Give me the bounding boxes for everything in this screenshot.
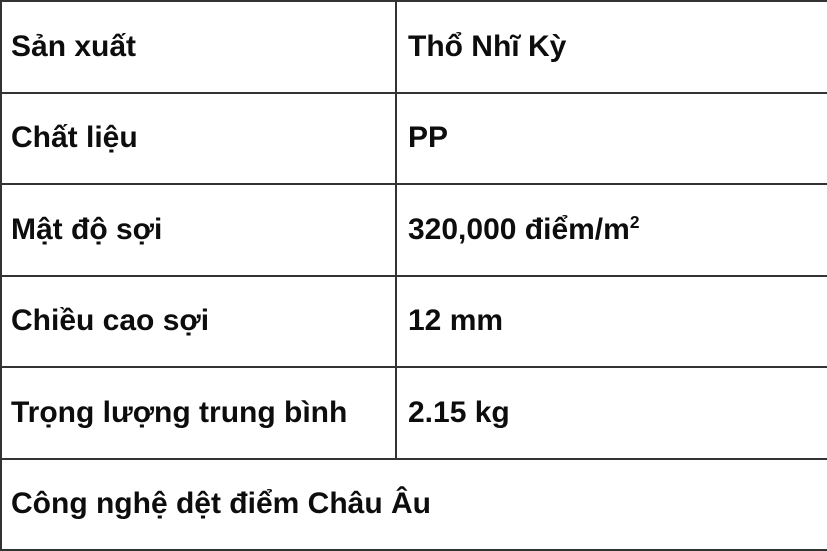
spec-value-cell: 320,000 điểm/m2 <box>395 183 827 277</box>
spec-value: Thổ Nhĩ Kỳ <box>408 29 567 63</box>
spec-label: Chất liệu <box>11 121 138 155</box>
spec-label: Sản xuất <box>11 29 137 63</box>
spec-label: Mật độ sợi <box>11 212 163 246</box>
spec-label-cell: Chất liệu <box>0 91 397 185</box>
table-row: Chiều cao sợi 12 mm <box>0 274 827 368</box>
spec-value-superscript: 2 <box>629 211 640 232</box>
table-row: Công nghệ dệt điểm Châu Âu <box>0 457 827 551</box>
spec-label: Chiều cao sợi <box>11 304 210 338</box>
spec-value: 320,000 điểm/m <box>408 212 630 246</box>
spec-value-cell: PP <box>395 91 827 185</box>
table-row: Chất liệu PP <box>0 91 827 185</box>
spec-label: Trọng lượng trung bình <box>11 395 348 429</box>
spec-label-cell: Chiều cao sợi <box>0 274 397 368</box>
spec-value: PP <box>408 121 449 155</box>
spec-label-cell: Trọng lượng trung bình <box>0 366 397 460</box>
spec-value-cell: 12 mm <box>395 274 827 368</box>
table-row: Sản xuất Thổ Nhĩ Kỳ <box>0 0 827 94</box>
spec-fullwidth-cell: Công nghệ dệt điểm Châu Âu <box>0 457 827 551</box>
spec-value-cell: 2.15 kg <box>395 366 827 460</box>
spec-value: 12 mm <box>408 304 504 338</box>
spec-value-cell: Thổ Nhĩ Kỳ <box>395 0 827 94</box>
table-row: Trọng lượng trung bình 2.15 kg <box>0 366 827 460</box>
spec-value: 2.15 kg <box>408 395 510 429</box>
spec-label-cell: Mật độ sợi <box>0 183 397 277</box>
spec-label-cell: Sản xuất <box>0 0 397 94</box>
table-row: Mật độ sợi 320,000 điểm/m2 <box>0 183 827 277</box>
spec-label: Công nghệ dệt điểm Châu Âu <box>11 487 431 521</box>
